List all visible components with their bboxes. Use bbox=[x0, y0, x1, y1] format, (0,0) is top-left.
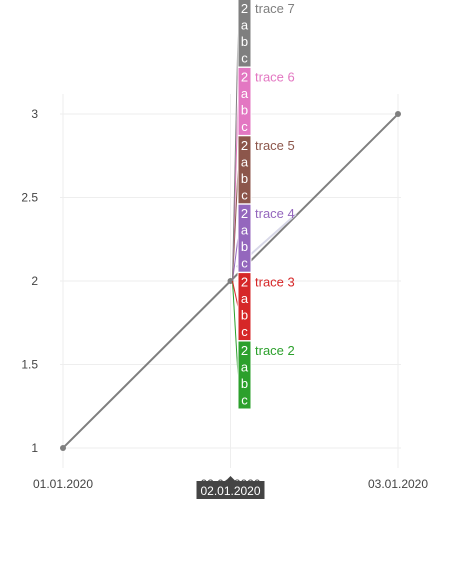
hover-connector bbox=[232, 280, 239, 376]
hover-box-line: a bbox=[241, 223, 249, 238]
data-point[interactable] bbox=[60, 444, 66, 451]
hover-box-line: c bbox=[241, 256, 248, 271]
data-point[interactable] bbox=[395, 111, 401, 118]
hover-box-line: b bbox=[241, 34, 248, 49]
hover-box-line: b bbox=[241, 171, 248, 186]
hover-trace-name: trace 5 bbox=[255, 138, 295, 153]
hover-box-line: 2 bbox=[241, 1, 248, 16]
hover-trace-name: trace 4 bbox=[255, 206, 295, 221]
hover-box-line: b bbox=[241, 239, 248, 254]
hover-connector bbox=[232, 238, 239, 282]
hover-box-line: 2 bbox=[241, 138, 248, 153]
hover-box-line: c bbox=[241, 51, 248, 66]
hover-box-line: c bbox=[241, 324, 248, 339]
hover-box-line: 2 bbox=[241, 343, 248, 358]
hover-box-line: 2 bbox=[241, 206, 248, 221]
hover-connector bbox=[232, 280, 239, 307]
x-hover-label: 02.01.2020 bbox=[196, 476, 265, 499]
hover-label-box: 2 abc trace 7 bbox=[237, 0, 295, 68]
x-tick-label: 01.01.2020 bbox=[33, 477, 93, 491]
y-tick-label: 2 bbox=[31, 274, 38, 288]
series-layer bbox=[60, 111, 401, 451]
hover-box-bg bbox=[237, 0, 252, 68]
hover-box-line: b bbox=[241, 376, 248, 391]
x-hover-label-bg bbox=[196, 476, 265, 499]
data-point[interactable] bbox=[227, 278, 234, 284]
hover-connector bbox=[232, 32, 239, 282]
hover-box-line: a bbox=[241, 291, 249, 306]
hover-trace-name: trace 2 bbox=[255, 343, 295, 358]
hover-box-line: c bbox=[241, 119, 248, 134]
x-tick-label: 03.01.2020 bbox=[368, 477, 428, 491]
x-hover-label-text: 02.01.2020 bbox=[200, 484, 260, 498]
hover-trace-name: trace 7 bbox=[255, 1, 295, 16]
y-tick-label: 1.5 bbox=[21, 357, 38, 371]
y-tick-label: 1 bbox=[31, 441, 38, 455]
hover-label-box: 2 abc trace 6 bbox=[237, 66, 295, 136]
hover-trace-name: trace 6 bbox=[255, 69, 295, 84]
hover-box-line: b bbox=[241, 102, 248, 117]
hover-box-line: c bbox=[241, 393, 248, 408]
hover-label-box: 2 abc trace 4 bbox=[237, 203, 295, 273]
hover-box-line: a bbox=[241, 18, 249, 33]
hover-box-line: 2 bbox=[241, 69, 248, 84]
hover-box-line: b bbox=[241, 308, 248, 323]
y-tick-label: 3 bbox=[31, 107, 38, 121]
hover-box-line: a bbox=[241, 154, 249, 169]
hover-box-line: a bbox=[241, 360, 249, 375]
hover-box-line: c bbox=[241, 187, 248, 202]
hover-box-line: a bbox=[241, 86, 249, 101]
hover-label-box: 2 abc trace 2 bbox=[237, 340, 295, 410]
y-tick-label: 2.5 bbox=[21, 191, 38, 205]
hover-box-line: 2 bbox=[241, 275, 248, 290]
hover-trace-name: trace 3 bbox=[255, 275, 295, 290]
